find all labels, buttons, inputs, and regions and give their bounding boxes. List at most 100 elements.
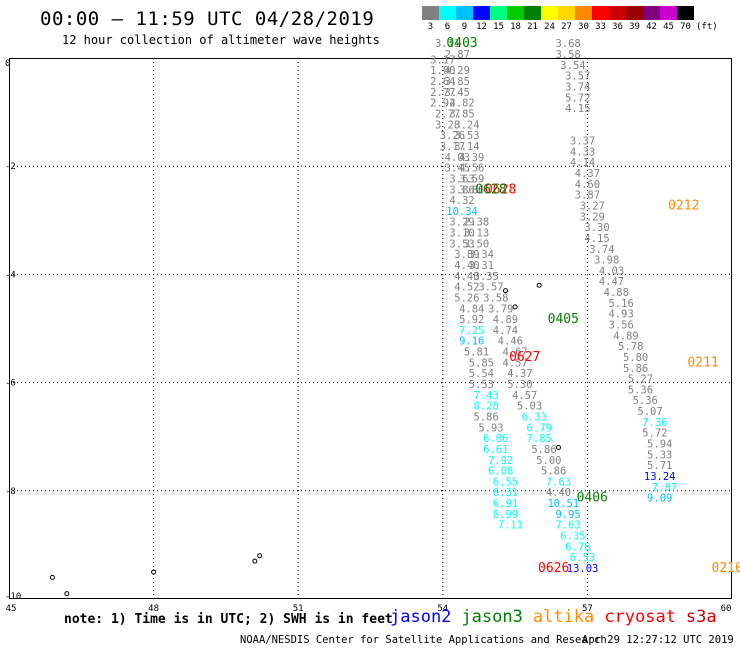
wave-height-label: 5.86 [623,363,648,375]
generated-timestamp: Apr 29 12:27:12 UTC 2019 [582,634,734,646]
wave-height-label: 3.54 [560,60,585,72]
island-outline [257,553,263,559]
x-tick-label: 51 [293,604,304,614]
wave-height-label: 10.51 [547,498,579,510]
legend-label: 24 [544,22,555,32]
wave-height-label: 5.00 [536,455,561,467]
legend-label: 42 [646,22,657,32]
satellite-jason2: jason2 [390,607,452,627]
wave-height-label: 2.92 [430,98,455,110]
wave-height-label: 4.74 [493,325,518,337]
wave-height-label: 3.17 [430,54,455,66]
wave-height-label: 5.94 [647,439,672,451]
wave-height-label: 5.86 [474,411,499,423]
island-outline [536,282,542,288]
wave-height-label: 7.63 [555,520,580,532]
wave-height-label: 3.86 [449,184,474,196]
wave-height-label: 4.39 [459,152,484,164]
wave-height-label: 7.43 [474,390,499,402]
island-outline [49,574,55,580]
y-tick-label: -2 [5,162,16,172]
wave-height-label: 3.89 [454,249,479,261]
wave-height-label: 5.36 [633,395,658,407]
wave-height-label: 2.38 [464,217,489,229]
legend-label: 30 [578,22,589,32]
satellite-jason3: jason3 [461,607,523,627]
wave-height-label: 7.36 [642,417,667,429]
wave-height-label: 4.46 [498,336,523,348]
wave-height-label: 3.85 [445,76,470,88]
pass-time-label: 0628 [485,182,516,197]
wave-height-label: 5.30 [507,379,532,391]
wave-height-label: 2.77 [430,87,455,99]
legend-swatch [422,6,439,20]
wave-height-label: 3.57 [478,282,503,294]
legend-swatch [626,6,643,20]
legend-swatch [592,6,609,20]
wave-height-label: 5.53 [469,379,494,391]
wave-height-label: 4.03 [445,152,470,164]
wave-height-label: 10.34 [446,206,478,218]
legend-unit: (ft) [696,22,718,32]
wave-height-label: 4.93 [608,309,633,321]
wave-height-label: 3.87 [575,190,600,202]
wave-height-label: 6.55 [493,476,518,488]
wave-height-label: 8.99 [493,509,518,521]
wave-height-label: 4.57 [502,357,527,369]
wave-height-label: 13.03 [567,563,599,575]
wave-height-label: 9.95 [555,509,580,521]
wave-height-label: 6.53 [570,552,595,564]
wave-height-label: 3.30 [584,222,609,234]
wave-height-label: 7.85 [527,433,552,445]
legend-swatch [439,6,456,20]
wave-height-label: 3.74 [565,81,590,93]
island-outline [252,558,258,564]
wave-height-label: 4.37 [507,368,532,380]
wave-height-label: 3.58 [555,49,580,61]
wave-height-label: 5.27 [628,374,653,386]
wave-height-label: 3.11 [435,38,460,50]
wave-height-label: 3.35 [474,271,499,283]
wave-height-label: 3.10 [449,228,474,240]
x-tick-label: 45 [6,604,17,614]
wave-height-label: 4.56 [459,163,484,175]
legend-label: 45 [663,22,674,32]
wave-height-label: 5.78 [618,341,643,353]
legend-label: 3 [427,22,434,32]
island-outline [502,288,508,294]
island-outline [151,569,157,575]
map-subtitle: 12 hour collection of altimeter wave hei… [62,33,380,47]
legend-swatch [575,6,592,20]
wave-height-label: 4.15 [565,103,590,115]
wave-height-label: 5.72 [642,428,667,440]
wave-height-label: 3.58 [483,292,508,304]
wave-height-label: 3.17 [440,141,465,153]
wave-height-label: 5.72 [565,92,590,104]
wave-height-label: 6.76 [565,541,590,553]
wave-height-label: 4.15 [584,233,609,245]
wave-height-label: 3.13 [464,228,489,240]
map-title: 00:00 – 11:59 UTC 04/28/2019 [40,8,375,30]
wave-height-label: 3.28 [435,119,460,131]
wave-height-label: 5.33 [647,449,672,461]
legend-label: 39 [629,22,640,32]
wave-height-label: 7.92 [488,455,513,467]
wave-height-label: 3.45 [445,163,470,175]
wave-height-label: 5.86 [531,444,556,456]
wave-height-label: 3.37 [570,136,595,148]
legend-swatch [473,6,490,20]
wave-height-label: 1.00 [430,65,455,77]
satellite-s3a: s3a [685,607,717,627]
y-tick-label: -8 [5,487,16,497]
y-tick-label: -6 [5,379,16,389]
wave-height-label: 3.29 [449,217,474,229]
wave-height-label: 5.85 [469,357,494,369]
wave-height-label: 4.37 [575,168,600,180]
wave-height-label: 6.79 [527,422,552,434]
island-outline [512,304,518,310]
wave-height-label: 5.26 [454,292,479,304]
wave-height-label: 3.63 [449,173,474,185]
legend-swatch [524,6,541,20]
wave-height-label: 5.16 [608,298,633,310]
wave-height-label: 9.16 [459,336,484,348]
